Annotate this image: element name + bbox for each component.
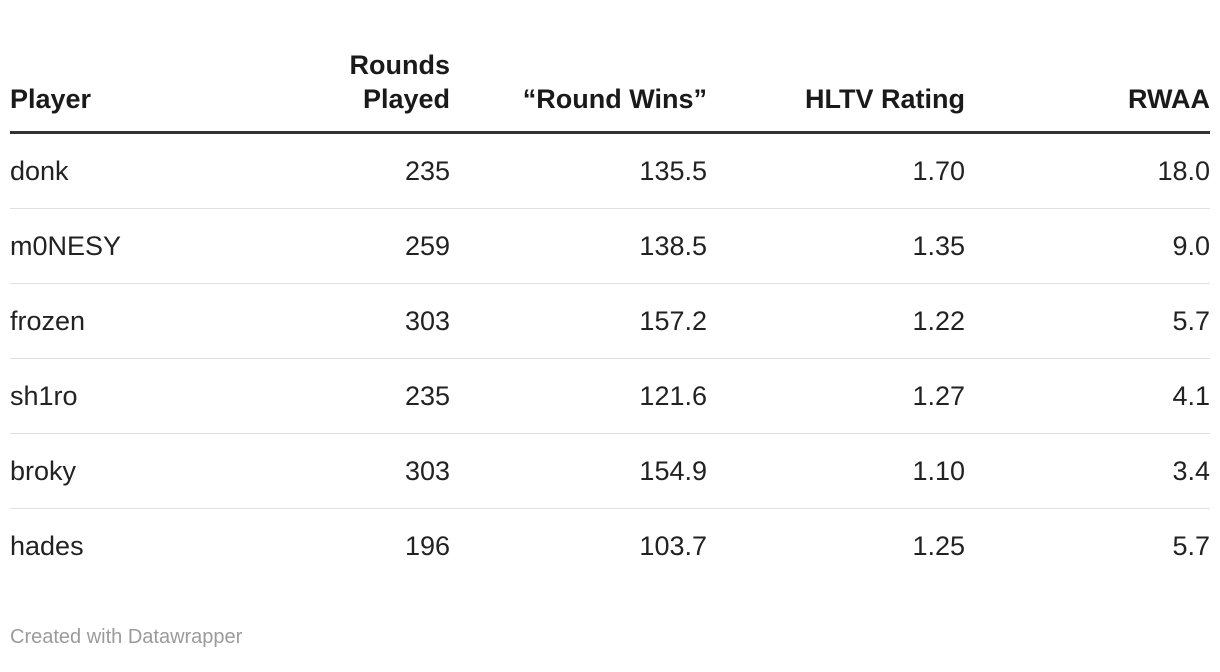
rwaa-cell: 3.4 (965, 433, 1210, 509)
col-header-rwaa: RWAA (965, 16, 1210, 134)
table-row: hades 196 103.7 1.25 5.7 (10, 509, 1210, 584)
round-wins-cell: 103.7 (639, 531, 707, 561)
table-header: Player Rounds Played “Round Wins” HLTV R… (10, 16, 1210, 134)
rwaa-cell: 9.0 (965, 208, 1210, 284)
rounds-played-cell: 235 (200, 132, 450, 209)
player-name-cell: frozen (10, 283, 200, 359)
round-wins-cell: 121.6 (450, 358, 707, 434)
player-name-cell: m0NESY (10, 208, 200, 284)
hltv-rating-cell: 1.27 (707, 358, 965, 434)
rounds-played-cell: 196 (404, 531, 450, 561)
hltv-rating-cell: 1.10 (707, 433, 965, 509)
table-row: donk 235 135.5 1.70 18.0 (10, 132, 1210, 209)
rwaa-cell: 5.7 (965, 283, 1210, 359)
datawrapper-credit-link[interactable]: Created with Datawrapper (10, 626, 243, 648)
rounds-played-cell: 259 (200, 208, 450, 284)
player-stats-table: Player Rounds Played “Round Wins” HLTV R… (10, 16, 1210, 583)
col-header-hltv-rating: HLTV Rating (707, 16, 965, 134)
round-wins-cell: 157.2 (450, 283, 707, 359)
round-wins-cell: 154.9 (450, 433, 707, 509)
hltv-rating-cell: 1.35 (707, 208, 965, 284)
rounds-played-cell: 303 (200, 433, 450, 509)
col-header-rwaa-label: RWAA (1127, 84, 1210, 114)
player-name-cell: hades (10, 531, 84, 561)
col-header-player-label: Player (10, 84, 92, 114)
round-wins-cell: 135.5 (450, 132, 707, 209)
hltv-rating-cell: 1.25 (912, 531, 965, 561)
player-stats-table-page: Player Rounds Played “Round Wins” HLTV R… (0, 16, 1220, 672)
player-name-cell: donk (10, 132, 200, 209)
col-header-rounds-played-label: Rounds Played (349, 50, 451, 114)
rwaa-cell: 5.7 (1172, 531, 1210, 561)
header-row: Player Rounds Played “Round Wins” HLTV R… (10, 16, 1210, 134)
table-row: broky 303 154.9 1.10 3.4 (10, 433, 1210, 509)
table-body: donk 235 135.5 1.70 18.0 m0NESY 259 138.… (10, 132, 1210, 584)
table-row: m0NESY 259 138.5 1.35 9.0 (10, 208, 1210, 284)
player-name-cell: sh1ro (10, 358, 200, 434)
hltv-rating-cell: 1.70 (707, 132, 965, 209)
col-header-hltv-rating-label: HLTV Rating (805, 84, 965, 114)
rwaa-cell: 4.1 (965, 358, 1210, 434)
col-header-player: Player (10, 16, 200, 134)
rounds-played-cell: 303 (200, 283, 450, 359)
table-row: frozen 303 157.2 1.22 5.7 (10, 283, 1210, 359)
rounds-played-cell: 235 (200, 358, 450, 434)
round-wins-cell: 138.5 (450, 208, 707, 284)
col-header-rounds-played: Rounds Played (200, 16, 451, 134)
hltv-rating-cell: 1.22 (707, 283, 965, 359)
table-row: sh1ro 235 121.6 1.27 4.1 (10, 358, 1210, 434)
player-name-cell: broky (10, 433, 200, 509)
col-header-round-wins-label: “Round Wins” (522, 84, 707, 114)
rwaa-cell: 18.0 (965, 132, 1210, 209)
col-header-round-wins: “Round Wins” (450, 16, 707, 134)
